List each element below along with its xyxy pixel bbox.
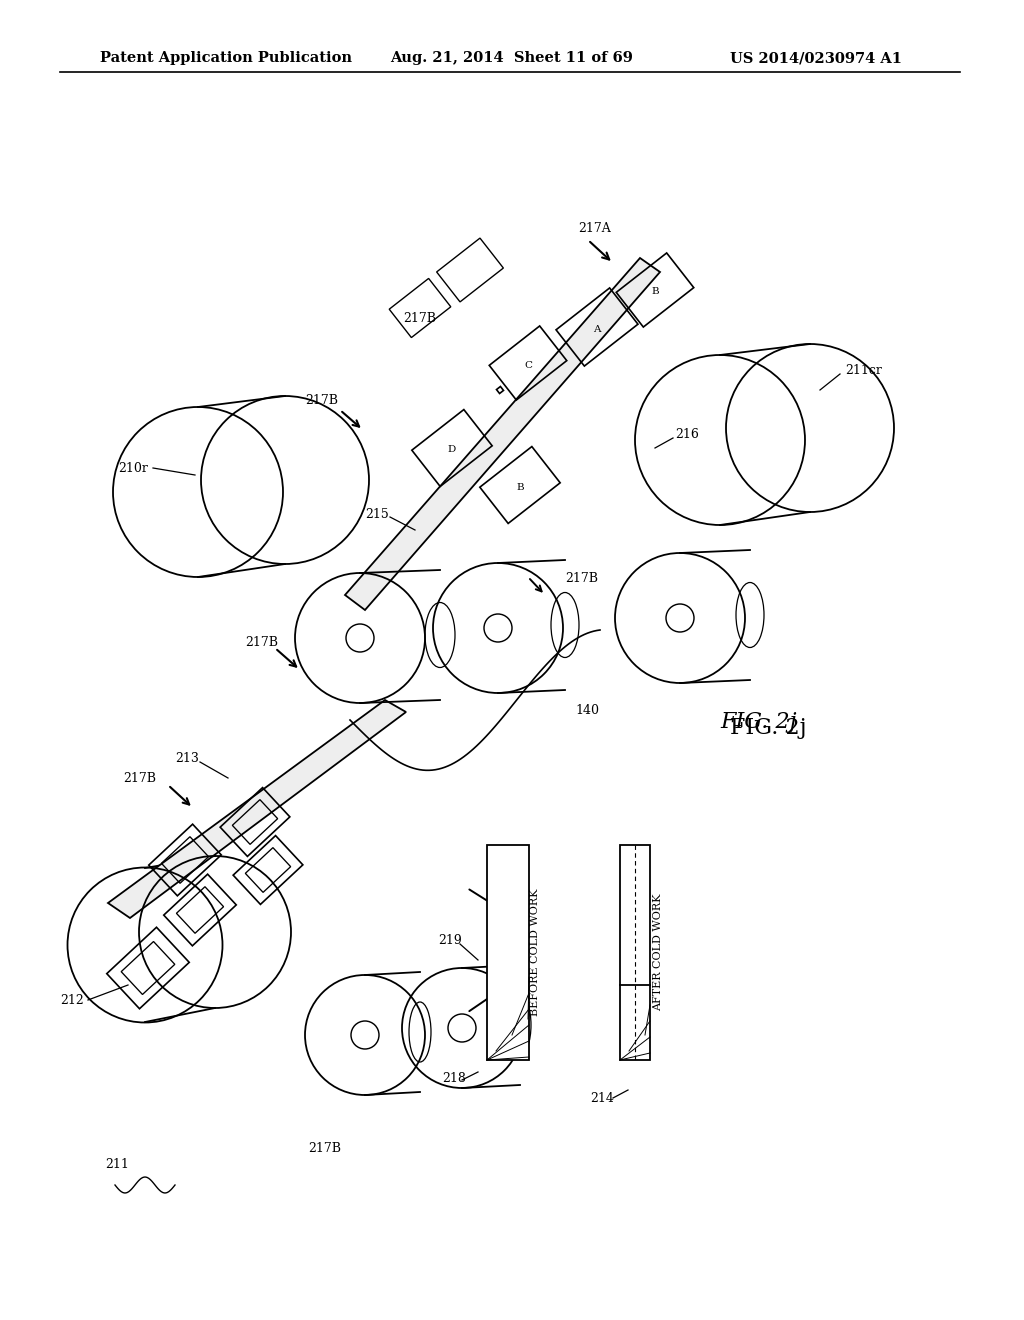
Text: B: B (651, 288, 658, 297)
Text: 211cr: 211cr (845, 363, 882, 376)
Text: 212: 212 (60, 994, 84, 1006)
Text: FIG. 2j: FIG. 2j (720, 711, 797, 733)
Polygon shape (108, 700, 406, 917)
Text: A: A (593, 325, 601, 334)
Text: 217A: 217A (578, 222, 610, 235)
Text: AFTER COLD WORK: AFTER COLD WORK (653, 894, 663, 1011)
Text: 216: 216 (675, 429, 698, 441)
Text: 211: 211 (105, 1159, 129, 1172)
Text: 219: 219 (438, 933, 462, 946)
Text: D: D (447, 446, 456, 454)
Text: 210r: 210r (118, 462, 147, 474)
Bar (620, 845, 650, 1060)
Text: C: C (524, 360, 532, 370)
Text: US 2014/0230974 A1: US 2014/0230974 A1 (730, 51, 902, 65)
Text: FIG. 2j: FIG. 2j (730, 717, 807, 739)
Text: 214: 214 (590, 1092, 613, 1105)
Text: 217B: 217B (123, 771, 156, 784)
Text: 217B: 217B (308, 1142, 341, 1155)
Text: BEFORE COLD WORK: BEFORE COLD WORK (530, 888, 540, 1016)
Text: B: B (516, 483, 524, 491)
Bar (487, 845, 529, 1060)
Text: 217B: 217B (305, 393, 338, 407)
Text: Patent Application Publication: Patent Application Publication (100, 51, 352, 65)
Text: 218: 218 (442, 1072, 466, 1085)
Text: 140: 140 (575, 704, 599, 717)
Polygon shape (345, 257, 660, 610)
Text: 217B: 217B (403, 312, 436, 325)
Text: 217B: 217B (565, 572, 598, 585)
Text: Aug. 21, 2014  Sheet 11 of 69: Aug. 21, 2014 Sheet 11 of 69 (390, 51, 633, 65)
Text: 215: 215 (365, 508, 389, 521)
Text: 217B: 217B (245, 636, 278, 649)
Text: 213: 213 (175, 751, 199, 764)
